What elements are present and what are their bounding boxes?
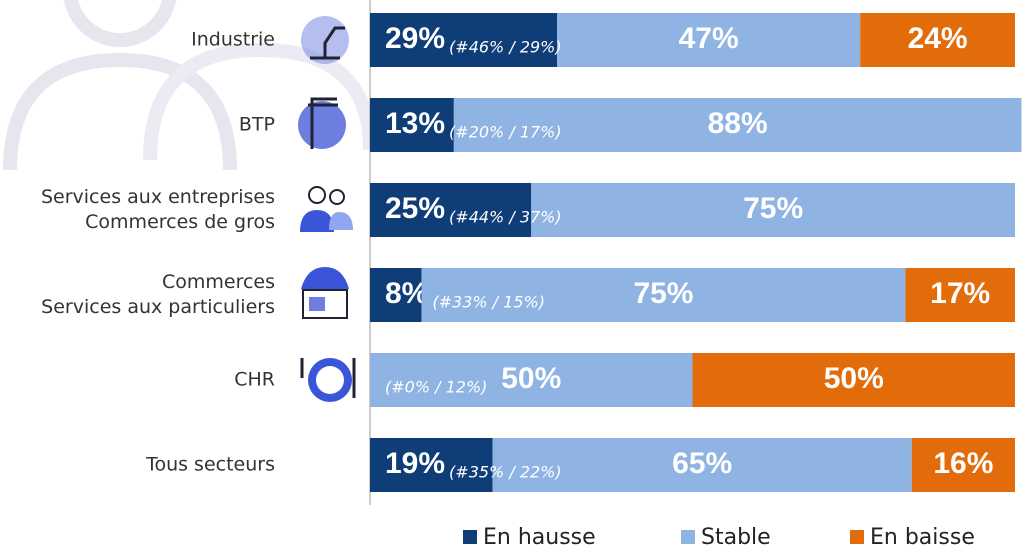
category-label: Industrie [191, 29, 275, 51]
category-label: BTP [239, 114, 275, 136]
legend-swatch [850, 530, 864, 544]
value-label: 75% [633, 277, 693, 310]
value-label: 75% [743, 192, 803, 225]
category-label: Tous secteurs [145, 454, 275, 476]
value-label: 47% [679, 22, 739, 55]
legend-swatch [463, 530, 477, 544]
value-label: 16% [933, 447, 993, 480]
value-label: 88% [708, 107, 768, 140]
value-label: 24% [908, 22, 968, 55]
value-label: 29% [385, 22, 445, 55]
value-label: 25% [385, 192, 445, 225]
category-label: Services aux entreprises [41, 186, 275, 208]
legend-label: En hausse [483, 525, 596, 549]
value-label: 65% [672, 447, 732, 480]
legend-label: En baisse [870, 525, 975, 549]
note: (#44% / 37%) [449, 208, 562, 227]
note: (#35% / 22%) [449, 463, 562, 482]
note: (#46% / 29%) [449, 38, 562, 57]
legend-label: Stable [701, 525, 771, 549]
note: (#33% / 15%) [432, 293, 545, 312]
category-label: Commerces de gros [85, 211, 275, 233]
value-label: 50% [501, 362, 561, 395]
category-label: CHR [234, 369, 275, 391]
note: (#20% / 17%) [449, 123, 562, 142]
value-label: 19% [385, 447, 445, 480]
note: (#0% / 12%) [385, 378, 487, 397]
value-label: 17% [930, 277, 990, 310]
value-label: 50% [824, 362, 884, 395]
category-label: Commerces [162, 271, 275, 293]
legend-swatch [681, 530, 695, 544]
chart: Industrie 29% 47% 24% (#46% / 29%) BTP 13% 88% (… [0, 0, 1025, 549]
category-label: Services aux particuliers [41, 296, 275, 318]
value-label: 13% [385, 107, 445, 140]
